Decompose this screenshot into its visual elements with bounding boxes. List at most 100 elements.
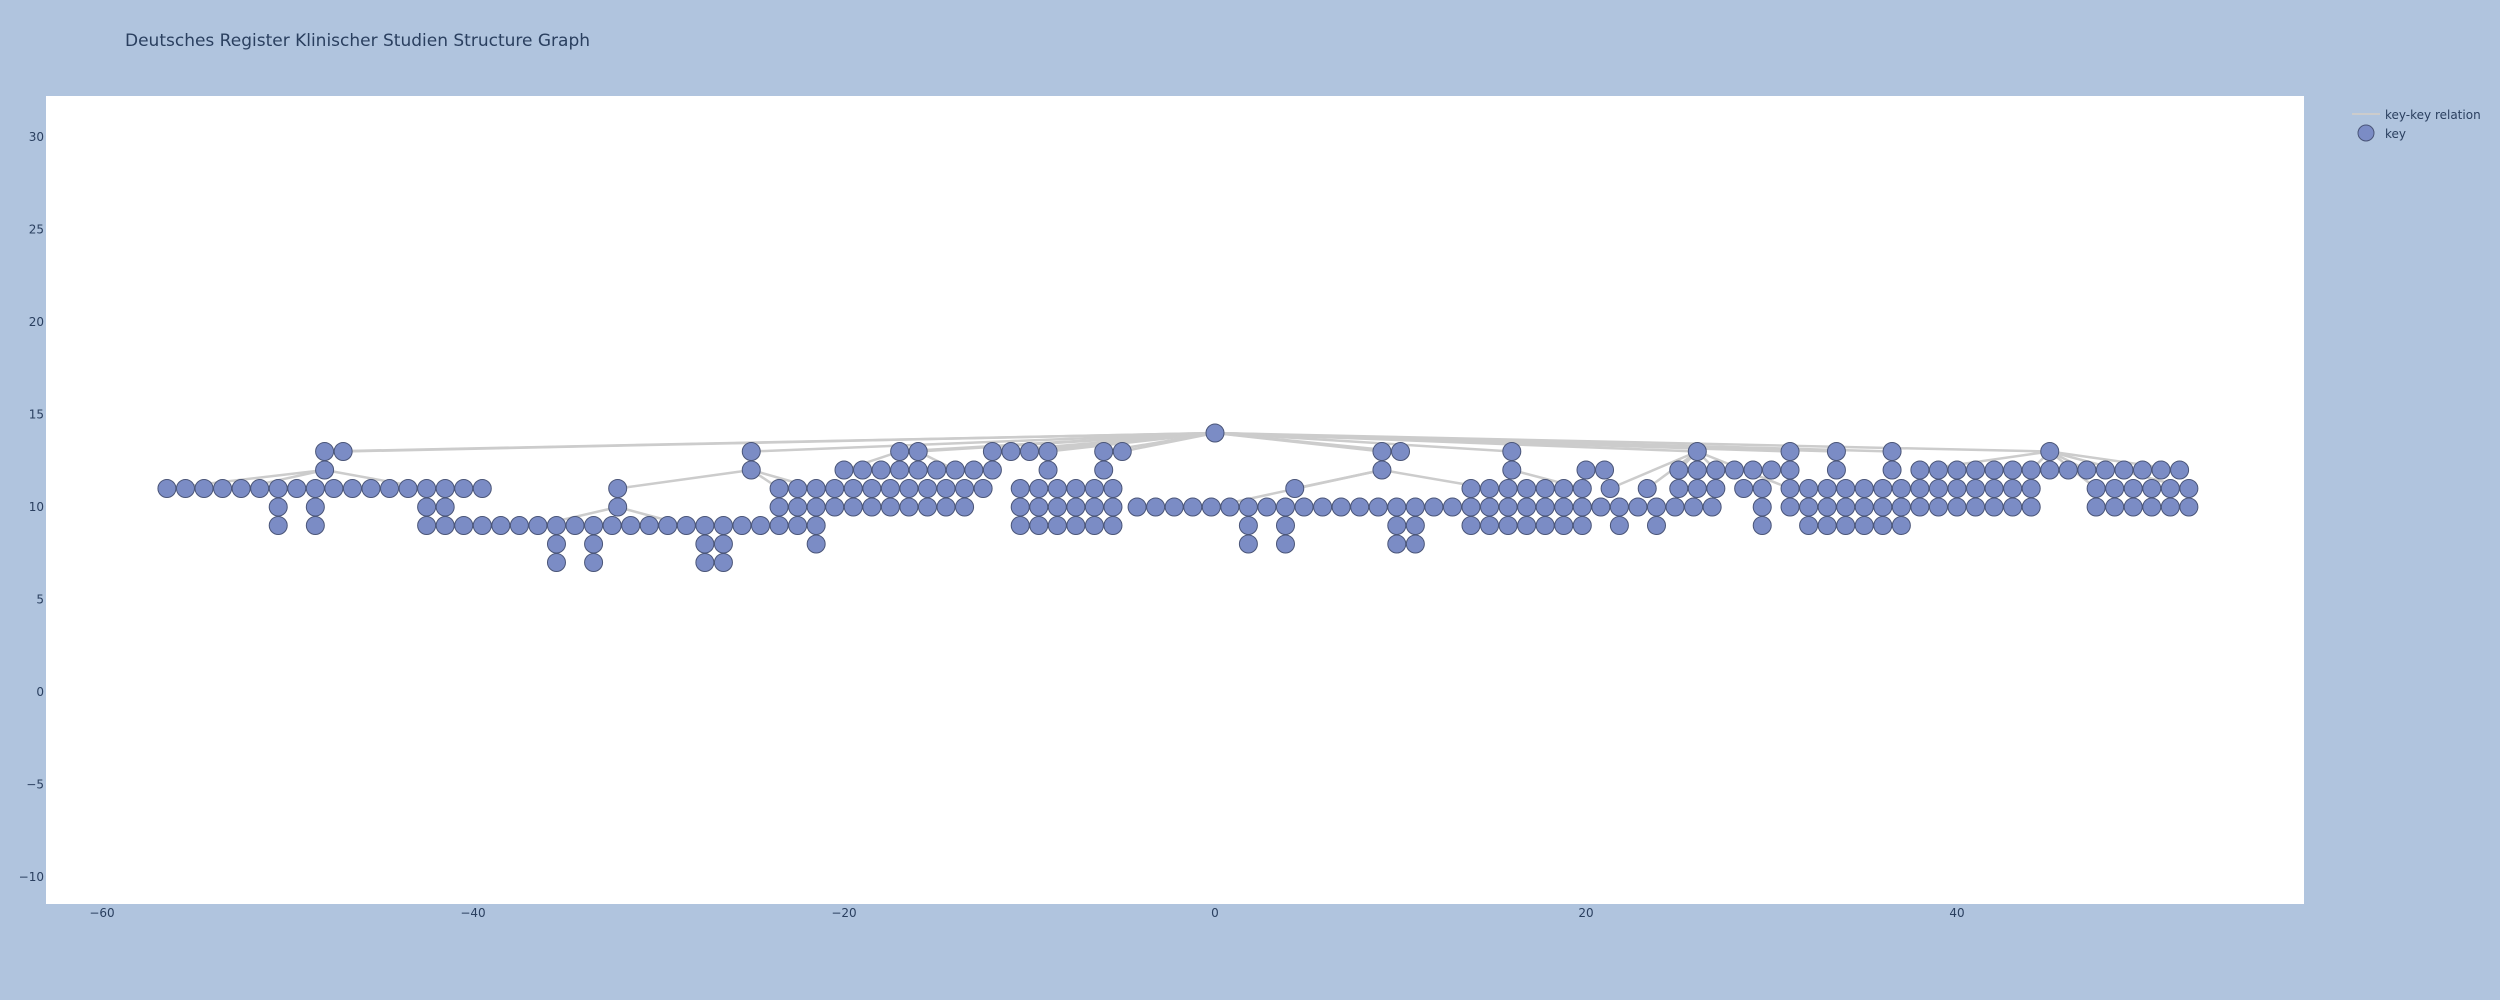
key-node[interactable] xyxy=(1372,442,1392,461)
key-node[interactable] xyxy=(1201,497,1221,517)
key-node[interactable] xyxy=(1350,497,1370,517)
key-node[interactable] xyxy=(157,479,177,498)
key-node[interactable] xyxy=(287,479,307,498)
key-node[interactable] xyxy=(1387,534,1407,554)
key-node[interactable] xyxy=(1238,534,1258,554)
key-node[interactable] xyxy=(608,497,628,517)
key-node[interactable] xyxy=(2170,460,2190,480)
key-node[interactable] xyxy=(2105,479,2125,498)
key-node[interactable] xyxy=(1387,497,1407,517)
key-node[interactable] xyxy=(1854,479,1874,498)
key-node[interactable] xyxy=(1966,497,1986,517)
key-node[interactable] xyxy=(1637,479,1657,498)
key-node[interactable] xyxy=(1836,516,1856,535)
key-node[interactable] xyxy=(1038,460,1058,480)
key-node[interactable] xyxy=(2105,497,2125,517)
key-node[interactable] xyxy=(1669,479,1689,498)
key-node[interactable] xyxy=(899,497,919,517)
key-node[interactable] xyxy=(305,479,325,498)
key-node[interactable] xyxy=(1984,479,2004,498)
key-node[interactable] xyxy=(333,442,353,461)
key-node[interactable] xyxy=(1103,516,1123,535)
key-node[interactable] xyxy=(2058,460,2078,480)
key-node[interactable] xyxy=(964,460,984,480)
key-node[interactable] xyxy=(342,479,362,498)
key-node[interactable] xyxy=(1029,497,1049,517)
key-node[interactable] xyxy=(973,479,993,498)
key-node[interactable] xyxy=(565,516,585,535)
key-node[interactable] xyxy=(621,516,641,535)
key-node[interactable] xyxy=(1461,516,1481,535)
key-node[interactable] xyxy=(1094,460,1114,480)
key-node[interactable] xyxy=(1646,516,1666,535)
key-node[interactable] xyxy=(1984,497,2004,517)
key-node[interactable] xyxy=(1984,460,2004,480)
key-node[interactable] xyxy=(2133,460,2152,480)
key-node[interactable] xyxy=(1220,497,1240,517)
key-node[interactable] xyxy=(1910,460,1930,480)
key-node[interactable] xyxy=(1817,516,1837,535)
key-node[interactable] xyxy=(741,460,761,480)
key-node[interactable] xyxy=(361,479,381,498)
key-node[interactable] xyxy=(1572,479,1592,498)
key-node[interactable] xyxy=(2095,460,2115,480)
key-node[interactable] xyxy=(1854,497,1874,517)
key-node[interactable] xyxy=(1572,516,1592,535)
key-node[interactable] xyxy=(1836,497,1856,517)
key-node[interactable] xyxy=(1480,497,1500,517)
key-node[interactable] xyxy=(713,516,733,535)
key-node[interactable] xyxy=(1687,479,1707,498)
key-node[interactable] xyxy=(695,516,715,535)
key-node[interactable] xyxy=(509,516,529,535)
key-node[interactable] xyxy=(584,553,604,572)
key-node[interactable] xyxy=(1257,497,1277,517)
key-node[interactable] xyxy=(862,479,882,498)
key-node[interactable] xyxy=(1010,497,1030,517)
key-node[interactable] xyxy=(890,460,910,480)
key-node[interactable] xyxy=(1405,516,1425,535)
key-node[interactable] xyxy=(491,516,511,535)
key-node[interactable] xyxy=(1010,479,1030,498)
key-node[interactable] xyxy=(1461,479,1481,498)
key-node[interactable] xyxy=(769,479,789,498)
key-node[interactable] xyxy=(2021,497,2041,517)
key-node[interactable] xyxy=(899,479,919,498)
key-node[interactable] xyxy=(1734,479,1754,498)
key-node[interactable] xyxy=(1947,479,1967,498)
key-node[interactable] xyxy=(1275,534,1295,554)
key-node[interactable] xyxy=(1029,479,1049,498)
key-node[interactable] xyxy=(1313,497,1333,517)
key-node[interactable] xyxy=(1498,516,1518,535)
key-node[interactable] xyxy=(917,497,937,517)
key-node[interactable] xyxy=(1461,497,1481,517)
key-node[interactable] xyxy=(676,516,696,535)
key-node[interactable] xyxy=(890,442,910,461)
key-node[interactable] xyxy=(1554,497,1574,517)
key-node[interactable] xyxy=(2151,460,2171,480)
key-node[interactable] xyxy=(584,534,604,554)
key-node[interactable] xyxy=(2123,479,2143,498)
key-node[interactable] xyxy=(1628,497,1648,517)
key-node[interactable] xyxy=(1572,497,1592,517)
key-node[interactable] xyxy=(1854,516,1874,535)
key-node[interactable] xyxy=(2123,497,2143,517)
key-node[interactable] xyxy=(1535,516,1555,535)
key-node[interactable] xyxy=(1001,442,1021,461)
key-node[interactable] xyxy=(936,497,956,517)
key-node[interactable] xyxy=(1910,497,1930,517)
key-node[interactable] xyxy=(1047,479,1067,498)
key-node[interactable] xyxy=(1103,479,1123,498)
key-node[interactable] xyxy=(1238,516,1258,535)
key-node[interactable] xyxy=(880,479,900,498)
key-node[interactable] xyxy=(2003,479,2023,498)
key-node[interactable] xyxy=(315,460,335,480)
key-node[interactable] xyxy=(639,516,659,535)
key-node[interactable] xyxy=(1687,460,1707,480)
key-node[interactable] xyxy=(982,442,1002,461)
key-node[interactable] xyxy=(1391,442,1410,461)
key-node[interactable] xyxy=(1127,497,1147,517)
legend-label-edges[interactable]: key-key relation xyxy=(2385,108,2481,122)
key-node[interactable] xyxy=(1591,497,1611,517)
key-node[interactable] xyxy=(1799,479,1819,498)
key-node[interactable] xyxy=(305,497,325,517)
